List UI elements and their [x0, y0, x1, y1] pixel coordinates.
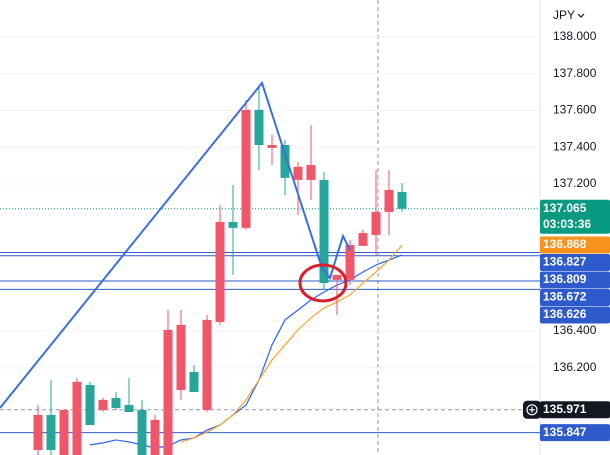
candle-body [293, 166, 303, 180]
level-badge [540, 253, 610, 271]
candle-body [124, 405, 134, 412]
candle-body [111, 398, 121, 408]
candle-body [72, 381, 82, 455]
highlight-circle [298, 263, 348, 303]
candle-body [85, 384, 95, 426]
crosshair-label: 135.971 [543, 402, 587, 416]
level-label: 135.847 [543, 425, 587, 439]
currency-label[interactable]: JPY [553, 8, 575, 22]
candle-body [397, 192, 407, 209]
currency-dropdown[interactable] [577, 13, 585, 18]
add-icon [526, 404, 538, 416]
y-tick-label: 136.400 [553, 323, 597, 337]
moving-average [180, 244, 403, 443]
level-label: 136.809 [543, 272, 587, 286]
level-badge [540, 271, 610, 289]
candle-body [163, 329, 173, 455]
candle-body [254, 109, 264, 145]
y-tick-label: 137.200 [553, 176, 597, 190]
crosshair-badge [540, 401, 610, 419]
candle-body [98, 399, 108, 410]
candle-body [189, 371, 199, 392]
candle-body [280, 144, 290, 178]
candle-body [202, 319, 212, 410]
candle-body [306, 165, 316, 180]
candle-body [59, 409, 69, 455]
candle-body [384, 190, 394, 212]
countdown-label: 03:03:36 [543, 217, 591, 231]
add-icon [529, 406, 535, 413]
candle-body [319, 179, 329, 283]
candle-body [33, 414, 43, 451]
level-label: 136.827 [543, 255, 587, 269]
level-badge [540, 306, 610, 324]
price-axis: 138.000 137.800 137.600 137.400 137.200 136.4… [540, 29, 610, 442]
y-tick-label: 137.800 [553, 66, 597, 80]
level-badge [540, 236, 610, 254]
candle-body [46, 414, 56, 451]
y-tick-label: 136.200 [553, 360, 597, 374]
candle-body [358, 233, 368, 246]
plot-area [0, 36, 540, 455]
level-label: 136.868 [543, 237, 587, 251]
level-badge [540, 424, 610, 442]
candle-body [345, 244, 355, 280]
level-label: 136.626 [543, 307, 587, 321]
candle-body [228, 221, 238, 228]
candle-body [176, 324, 186, 390]
candle-body [137, 409, 147, 455]
candle-body [150, 419, 160, 455]
trend-drawing [0, 80, 351, 409]
y-tick-label: 137.400 [553, 139, 597, 153]
level-badge [540, 288, 610, 306]
y-tick-label: 138.000 [553, 29, 597, 43]
y-tick-label: 137.600 [553, 103, 597, 117]
last-price-label: 137.065 [543, 201, 587, 215]
candle-body [241, 109, 251, 228]
candle-body [332, 274, 342, 280]
candle-body [371, 211, 381, 236]
candle-body [215, 221, 225, 322]
level-label: 136.672 [543, 290, 587, 304]
candle-body [267, 144, 277, 148]
last-price-badge [540, 199, 610, 234]
